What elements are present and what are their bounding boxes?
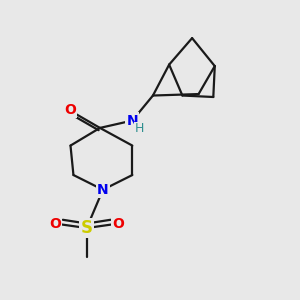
Text: O: O — [112, 217, 124, 231]
Text: O: O — [64, 103, 76, 117]
Text: H: H — [135, 122, 144, 135]
Text: O: O — [49, 217, 61, 231]
Text: N: N — [127, 114, 138, 128]
Text: N: N — [97, 183, 109, 197]
Text: S: S — [81, 219, 93, 237]
